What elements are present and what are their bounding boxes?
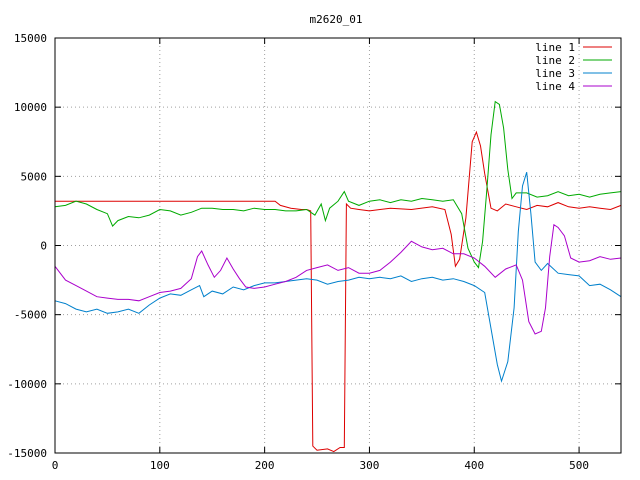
y-tick-label: 0 [40, 240, 47, 253]
x-tick-label: 300 [360, 459, 380, 472]
x-tick-label: 0 [52, 459, 59, 472]
y-tick-label: 10000 [14, 101, 47, 114]
y-tick-label: -10000 [7, 378, 47, 391]
axis-ticks: -15000 -10000 -5000 0 5000 10000 15000 0 100 200 3… [7, 32, 621, 472]
y-tick-label: -15000 [7, 447, 47, 460]
x-tick-label: 400 [464, 459, 484, 472]
chart-title: m2620_01 [310, 13, 363, 26]
y-tick-label: -5000 [14, 309, 47, 322]
legend-label: line 1 [535, 41, 575, 54]
y-tick-label: 15000 [14, 32, 47, 45]
x-tick-label: 100 [150, 459, 170, 472]
legend-label: line 3 [535, 67, 575, 80]
series-line-2 [54, 100, 622, 269]
y-tick-label: 5000 [21, 170, 48, 183]
x-tick-label: 500 [569, 459, 589, 472]
legend-label: line 4 [535, 80, 575, 93]
series-line-1 [55, 130, 622, 453]
x-tick-label: 200 [255, 459, 275, 472]
legend-label: line 2 [535, 54, 575, 67]
series-line-3 [54, 172, 622, 383]
series-line-4 [54, 223, 622, 335]
series-layer [54, 100, 622, 453]
